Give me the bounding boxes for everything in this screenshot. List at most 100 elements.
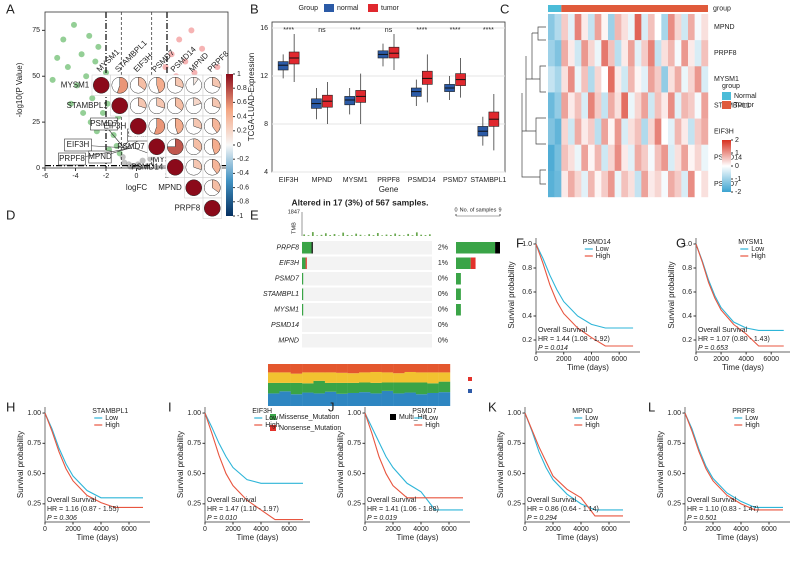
cell [554, 40, 562, 67]
y-tick-label: 0.2 [522, 337, 532, 344]
legend-label: Multi_Hit [399, 414, 426, 421]
y-tick-label: 1.0 [522, 241, 532, 248]
spectrum-segment [302, 383, 314, 393]
y-tick-label: 0.50 [347, 470, 361, 477]
cell [621, 66, 629, 93]
x-axis-label: Time (days) [557, 533, 599, 542]
cell [554, 170, 562, 198]
legend-label: Low [265, 415, 279, 422]
colorbar-label: -2 [735, 189, 741, 196]
point [214, 64, 221, 71]
pie [193, 117, 202, 130]
cell [654, 14, 662, 41]
dendrogram [521, 26, 546, 185]
tmb-bar [424, 235, 427, 236]
sample-bar [456, 304, 461, 316]
x-tick-label: 0 [523, 526, 527, 533]
x-tick-label: 4000 [93, 526, 109, 533]
point [89, 95, 96, 102]
y-tick-label: 0.50 [667, 470, 681, 477]
cell [548, 144, 555, 172]
y-tick-label: 1.00 [27, 410, 41, 417]
spectrum-segment [427, 372, 439, 384]
cell [561, 170, 569, 198]
point [70, 21, 77, 28]
cell [568, 118, 575, 145]
cell [634, 14, 642, 41]
cell [601, 144, 609, 172]
pie [153, 117, 165, 135]
tmb-bar [355, 233, 358, 236]
cell [588, 40, 595, 67]
spectrum-segment [393, 382, 405, 394]
cell [694, 92, 702, 119]
significance: **** [483, 27, 494, 34]
y-tick-label: 1.00 [667, 410, 681, 417]
row-label: EIF3H [104, 121, 127, 130]
x-axis-label: Time (days) [717, 533, 759, 542]
tmb-bar [346, 234, 349, 236]
tmb-bar [342, 232, 345, 236]
survival-curve [44, 412, 143, 499]
pie [185, 179, 202, 196]
colorbar-label: 1 [735, 150, 739, 157]
survival-curve [524, 412, 623, 517]
tmb-bar [337, 235, 340, 236]
pie [156, 76, 165, 94]
x-tick-label: -4 [72, 173, 78, 180]
annotation: P = 0.653 [698, 345, 728, 352]
colorbar-label: 0.8 [237, 85, 247, 92]
spectrum-segment [336, 393, 348, 406]
survival-curve [364, 412, 463, 499]
cell [654, 40, 662, 67]
label-box [64, 138, 92, 152]
cell [701, 118, 709, 145]
cell [601, 118, 609, 145]
cell [568, 66, 575, 93]
tmb-bar [372, 235, 375, 236]
spectrum-segment [438, 372, 451, 382]
cell [694, 144, 702, 172]
y-axis-label: Survival probability [176, 431, 185, 498]
cell [674, 170, 682, 198]
cell [574, 144, 582, 172]
point [86, 32, 93, 39]
spectrum-segment [290, 373, 303, 383]
cell [581, 92, 589, 119]
tmb-bar [402, 235, 405, 236]
y-axis-label: TCGA-LUAD-Expression [247, 53, 256, 141]
pie [193, 97, 202, 107]
x-tick-label: 0 [43, 526, 47, 533]
y-tick-label: 25 [32, 119, 40, 126]
y-tick-label: 0.4 [522, 313, 532, 320]
cell [621, 170, 629, 198]
legend-swatch [368, 4, 378, 12]
cell [621, 14, 629, 41]
cell [641, 40, 649, 67]
cell [674, 66, 682, 93]
gene-label: PSMD14 [271, 322, 299, 329]
row-label: MPND [158, 183, 182, 192]
cell [661, 92, 669, 119]
annotation: HR = 0.86 (0.64 - 1.14) [527, 506, 599, 513]
survival-curve [535, 243, 634, 329]
cell [641, 144, 649, 172]
spectrum-segment [370, 382, 382, 394]
x-tick-label: 4000 [584, 356, 600, 363]
legend-title: STAMBPL1 [92, 408, 128, 415]
x-tick-label: 2000 [556, 356, 572, 363]
annotation: Overall Survival [47, 497, 96, 504]
point [78, 51, 85, 58]
spectrum-segment [370, 364, 382, 372]
tmb-bar [324, 233, 327, 236]
cell [568, 144, 575, 172]
point [64, 64, 71, 71]
annotation: Overall Survival [698, 327, 747, 334]
row-label: STAMBPL1 [67, 101, 109, 110]
x-tick-label: 4000 [413, 526, 429, 533]
column-label: PRPF8 [206, 49, 231, 74]
x-tick-label: STAMBPL1 [470, 177, 506, 184]
cell [568, 40, 575, 67]
colorbar-label: 0 [237, 142, 241, 149]
